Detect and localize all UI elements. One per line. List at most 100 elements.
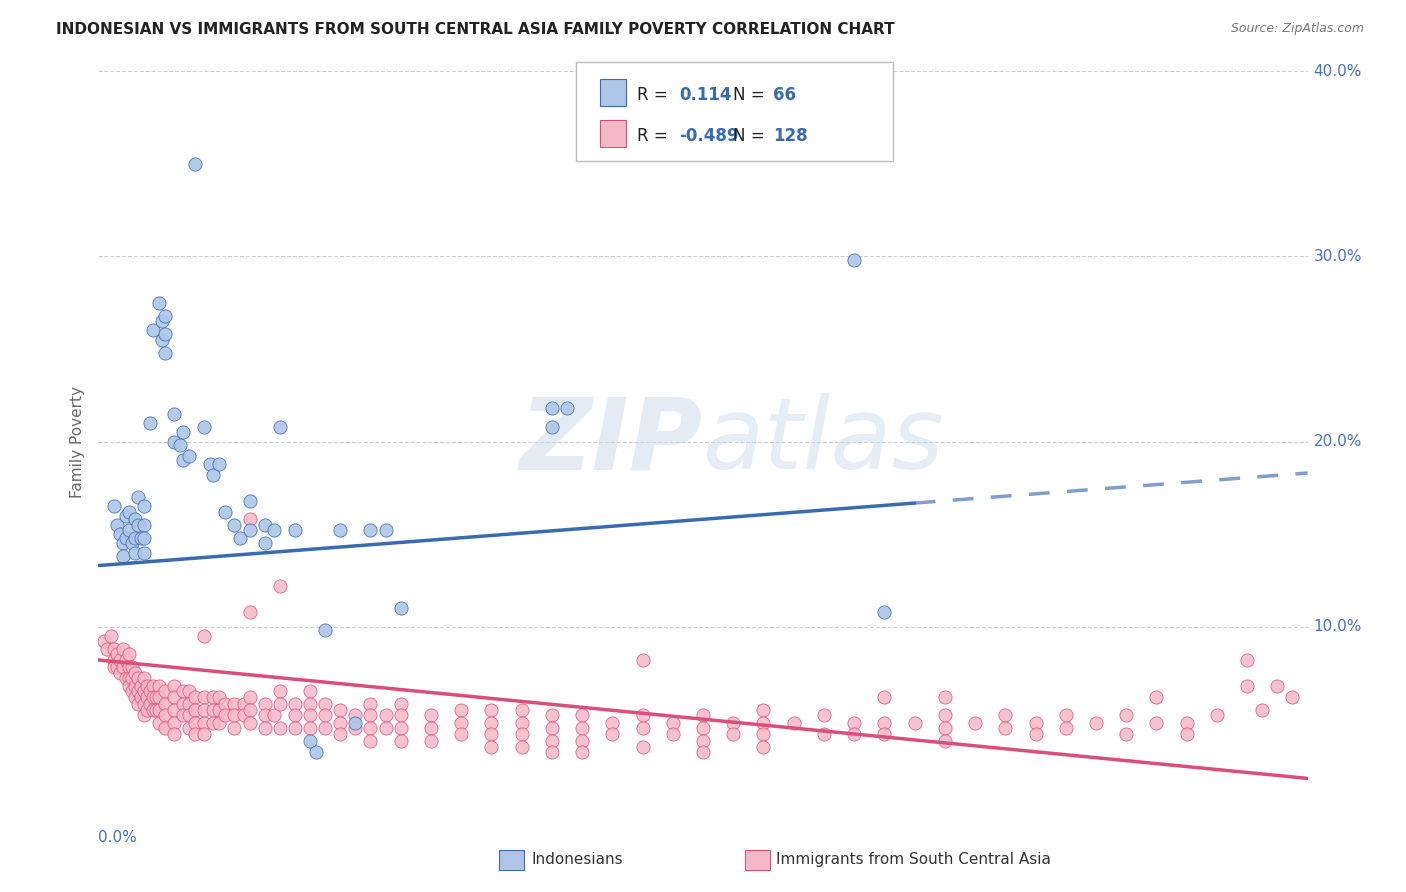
- Point: [111, 549, 134, 564]
- Text: INDONESIAN VS IMMIGRANTS FROM SOUTH CENTRAL ASIA FAMILY POVERTY CORRELATION CHAR: INDONESIAN VS IMMIGRANTS FROM SOUTH CENT…: [56, 22, 894, 37]
- Point: [540, 734, 562, 748]
- Point: [374, 722, 396, 736]
- Point: [139, 698, 162, 712]
- Point: [193, 629, 215, 643]
- Point: [153, 708, 176, 723]
- Point: [1024, 727, 1046, 741]
- Point: [114, 508, 136, 523]
- Point: [232, 698, 254, 712]
- Point: [873, 605, 896, 619]
- Point: [314, 722, 336, 736]
- Point: [389, 698, 412, 712]
- Point: [132, 698, 155, 712]
- Point: [389, 722, 412, 736]
- Point: [1085, 715, 1108, 730]
- Point: [184, 727, 207, 741]
- Point: [253, 536, 276, 550]
- Point: [105, 648, 128, 662]
- Point: [555, 401, 578, 416]
- Text: 0.0%: 0.0%: [98, 830, 138, 846]
- Point: [193, 715, 215, 730]
- Point: [450, 727, 472, 741]
- Point: [135, 690, 157, 704]
- Point: [124, 545, 146, 560]
- Point: [239, 493, 262, 508]
- Point: [844, 715, 866, 730]
- Point: [253, 708, 276, 723]
- Point: [229, 531, 252, 545]
- Point: [148, 715, 170, 730]
- Point: [481, 739, 503, 754]
- Point: [1236, 653, 1258, 667]
- Point: [1281, 690, 1303, 704]
- Point: [571, 722, 593, 736]
- Point: [813, 727, 835, 741]
- Text: 66: 66: [773, 87, 796, 104]
- Point: [329, 524, 352, 538]
- Point: [111, 641, 134, 656]
- Point: [224, 708, 246, 723]
- Point: [127, 490, 149, 504]
- Point: [132, 708, 155, 723]
- Point: [510, 739, 533, 754]
- Point: [540, 746, 562, 760]
- Point: [239, 703, 262, 717]
- Point: [389, 708, 412, 723]
- Point: [844, 253, 866, 268]
- Point: [193, 690, 215, 704]
- Point: [132, 517, 155, 532]
- Point: [844, 727, 866, 741]
- Point: [179, 684, 201, 698]
- Text: 128: 128: [773, 128, 808, 145]
- Point: [420, 708, 443, 723]
- Point: [150, 314, 173, 328]
- Point: [179, 698, 201, 712]
- Point: [105, 517, 128, 532]
- Point: [224, 517, 246, 532]
- Point: [631, 708, 654, 723]
- Point: [253, 698, 276, 712]
- Point: [118, 679, 141, 693]
- Point: [111, 536, 134, 550]
- Point: [124, 665, 146, 680]
- Point: [661, 727, 683, 741]
- Point: [163, 407, 186, 421]
- Text: Source: ZipAtlas.com: Source: ZipAtlas.com: [1230, 22, 1364, 36]
- Point: [305, 746, 328, 760]
- Point: [208, 690, 231, 704]
- Point: [163, 715, 186, 730]
- Point: [360, 734, 382, 748]
- Point: [540, 419, 562, 434]
- Point: [1024, 715, 1046, 730]
- Point: [1144, 690, 1167, 704]
- Point: [1054, 722, 1077, 736]
- Point: [1054, 708, 1077, 723]
- Point: [200, 457, 222, 471]
- Point: [169, 438, 191, 452]
- Point: [163, 679, 186, 693]
- Text: N =: N =: [733, 128, 769, 145]
- Point: [118, 660, 141, 674]
- Point: [127, 517, 149, 532]
- Point: [111, 660, 134, 674]
- Point: [163, 703, 186, 717]
- Point: [153, 684, 176, 698]
- Point: [214, 505, 236, 519]
- Point: [752, 727, 775, 741]
- Point: [540, 401, 562, 416]
- Point: [934, 734, 956, 748]
- Point: [193, 703, 215, 717]
- Point: [179, 708, 201, 723]
- Point: [571, 708, 593, 723]
- Point: [752, 739, 775, 754]
- Point: [314, 624, 336, 638]
- Point: [344, 715, 367, 730]
- Point: [103, 500, 125, 514]
- Text: -0.489: -0.489: [679, 128, 738, 145]
- Point: [284, 722, 307, 736]
- Point: [284, 698, 307, 712]
- Point: [153, 345, 176, 359]
- Point: [934, 690, 956, 704]
- Text: 20.0%: 20.0%: [1313, 434, 1362, 449]
- Text: atlas: atlas: [703, 393, 945, 490]
